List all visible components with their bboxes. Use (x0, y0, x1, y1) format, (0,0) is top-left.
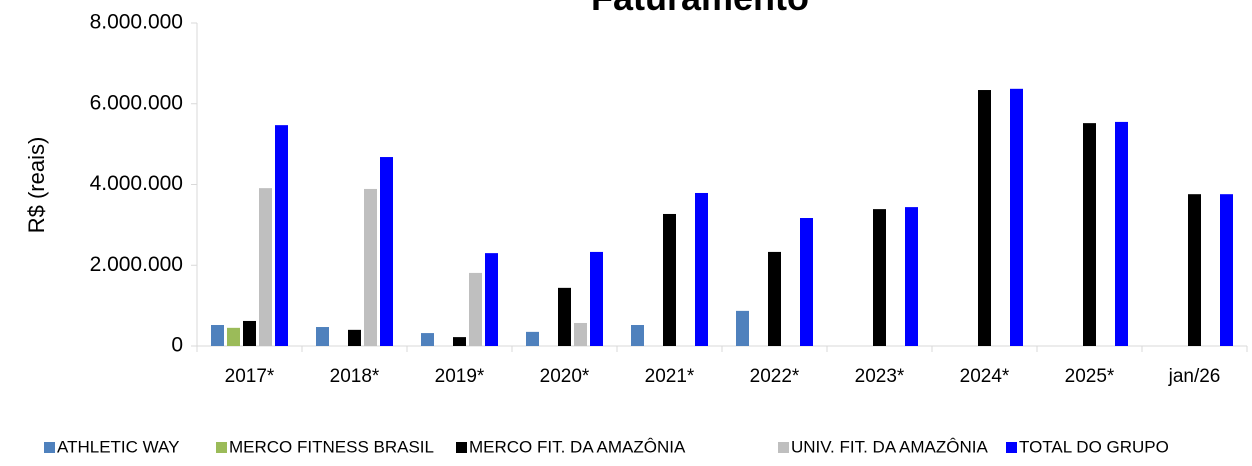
x-tick-label: 2025* (1065, 366, 1115, 387)
legend-swatch (216, 442, 227, 453)
bar (631, 325, 644, 346)
legend-label: TOTAL DO GRUPO (1019, 437, 1169, 456)
bar (1220, 194, 1233, 346)
legend-swatch (1006, 442, 1017, 453)
bar (1115, 121, 1128, 346)
y-tick-label: 4.000.000 (90, 172, 183, 195)
x-tick-label: 2023* (855, 366, 905, 387)
legend-label: UNIV. FIT. DA AMAZÔNIA (791, 437, 988, 456)
legend-label: MERCO FITNESS BRASIL (229, 437, 434, 456)
bar (873, 209, 886, 346)
bar (736, 310, 749, 346)
bar (663, 213, 676, 346)
bar (905, 207, 918, 346)
bar (768, 251, 781, 346)
x-tick-label: 2024* (960, 366, 1010, 387)
bar (526, 331, 539, 346)
bar (1083, 123, 1096, 346)
bar (1010, 88, 1023, 346)
bar (316, 327, 329, 346)
bar (695, 192, 708, 346)
legend-swatch (456, 442, 467, 453)
y-tick-label: 0 (171, 334, 183, 357)
x-tick-label: 2017* (225, 366, 275, 387)
y-axis-label: R$ (reais) (24, 137, 49, 234)
x-tick-label: 2020* (540, 366, 590, 387)
bar (590, 251, 603, 346)
legend-swatch (778, 442, 789, 453)
x-tick-label: 2021* (645, 366, 695, 387)
y-tick-label: 2.000.000 (90, 253, 183, 276)
bar (259, 188, 272, 346)
bar (421, 333, 434, 346)
x-tick-label: 2022* (750, 366, 800, 387)
legend-swatch (44, 442, 55, 453)
bar (978, 90, 991, 347)
chart-title: Faturamento (591, 0, 809, 18)
bar (800, 218, 813, 346)
legend-label: MERCO FIT. DA AMAZÔNIA (469, 437, 686, 456)
y-tick-label: 6.000.000 (90, 91, 183, 114)
bar (469, 272, 482, 346)
bar (275, 125, 288, 347)
bar (211, 325, 224, 346)
x-tick-label: 2018* (330, 366, 380, 387)
bar (558, 287, 571, 346)
y-tick-label: 8.000.000 (90, 11, 183, 34)
bar (227, 327, 240, 346)
bar (380, 157, 393, 346)
bar (485, 253, 498, 346)
x-tick-label: 2019* (435, 366, 485, 387)
bar (453, 337, 466, 346)
bar (364, 188, 377, 346)
bar (348, 329, 361, 346)
legend-label: ATHLETIC WAY (57, 437, 179, 456)
bar (243, 320, 256, 346)
bar (574, 322, 587, 346)
bar (1188, 194, 1201, 346)
x-tick-label: jan/26 (1168, 366, 1221, 387)
